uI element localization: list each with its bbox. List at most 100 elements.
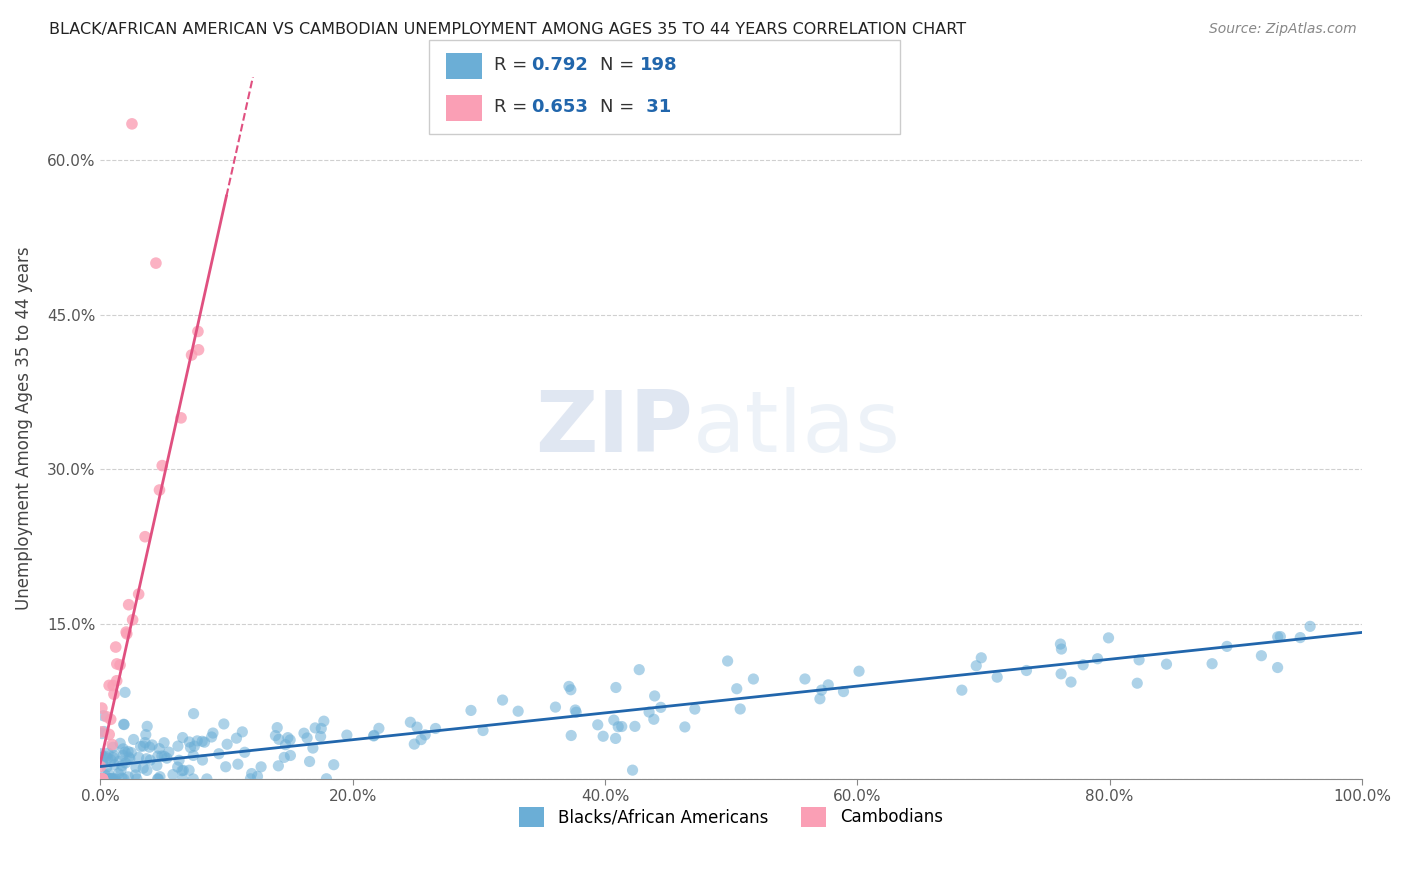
Point [187, 325, 209, 339]
Point [544, 700, 567, 714]
Point [1050, 642, 1073, 657]
Point [179, 740, 201, 755]
Point [172, 764, 194, 778]
Point [90, 726, 112, 740]
Point [91, 772, 114, 786]
Point [212, 717, 235, 731]
Point [114, 756, 136, 770]
Text: N =: N = [600, 98, 640, 116]
Point [309, 730, 332, 744]
Point [1299, 619, 1322, 633]
Point [97, 772, 120, 786]
Point [103, 757, 125, 772]
Point [742, 672, 765, 686]
Point [146, 749, 169, 764]
Point [141, 738, 163, 752]
Point [1267, 630, 1289, 644]
Point [191, 734, 214, 748]
Point [112, 742, 135, 756]
Text: 0.792: 0.792 [531, 56, 588, 74]
Point [91, 749, 114, 764]
Point [135, 728, 157, 742]
Text: R =: R = [494, 56, 533, 74]
Point [129, 739, 152, 754]
Text: BLACK/AFRICAN AMERICAN VS CAMBODIAN UNEMPLOYMENT AMONG AGES 35 TO 44 YEARS CORRE: BLACK/AFRICAN AMERICAN VS CAMBODIAN UNEM… [49, 22, 966, 37]
Point [508, 704, 530, 718]
Y-axis label: Unemployment Among Ages 35 to 44 years: Unemployment Among Ages 35 to 44 years [15, 246, 32, 610]
Point [96, 760, 118, 774]
Point [586, 718, 609, 732]
Point [148, 772, 170, 786]
Point [186, 734, 208, 748]
Point [111, 758, 134, 772]
Point [149, 770, 172, 784]
Point [128, 750, 150, 764]
Point [128, 587, 150, 601]
Point [146, 772, 169, 786]
Point [91, 708, 114, 723]
Point [101, 738, 124, 752]
Point [103, 687, 125, 701]
Point [117, 770, 139, 784]
Point [610, 719, 633, 733]
Point [195, 772, 218, 786]
Point [179, 735, 201, 749]
Point [112, 772, 135, 786]
Text: ZIP: ZIP [536, 386, 693, 470]
Point [167, 753, 190, 767]
Point [1267, 660, 1289, 674]
Point [100, 712, 122, 726]
Point [605, 731, 627, 746]
Point [100, 753, 122, 767]
Point [1060, 675, 1083, 690]
Point [107, 766, 129, 780]
Point [112, 748, 135, 763]
Point [304, 721, 326, 735]
Text: 31: 31 [640, 98, 671, 116]
Point [233, 745, 256, 759]
Point [225, 731, 247, 746]
Text: N =: N = [600, 56, 640, 74]
Point [96, 751, 118, 765]
Point [134, 736, 156, 750]
Point [1201, 657, 1223, 671]
Point [98, 772, 121, 786]
Point [118, 598, 141, 612]
Point [110, 736, 132, 750]
Point [138, 740, 160, 755]
Point [491, 693, 513, 707]
Point [267, 759, 290, 773]
Point [315, 772, 337, 786]
Point [118, 750, 141, 764]
Point [167, 739, 190, 753]
Point [295, 731, 318, 745]
Point [413, 728, 436, 742]
Text: 0.653: 0.653 [531, 98, 588, 116]
Point [97, 746, 120, 760]
Point [98, 727, 121, 741]
Point [93, 771, 115, 785]
Point [472, 723, 495, 738]
Point [101, 750, 124, 764]
Point [181, 748, 204, 763]
Point [264, 729, 287, 743]
Point [108, 754, 131, 768]
Point [246, 769, 269, 783]
Point [120, 746, 142, 760]
Point [136, 719, 159, 733]
Point [231, 724, 253, 739]
Point [638, 705, 661, 719]
Point [93, 772, 115, 786]
Point [336, 728, 359, 742]
Point [94, 768, 117, 782]
Point [93, 724, 115, 739]
Point [266, 721, 288, 735]
Point [98, 678, 121, 692]
Point [90, 772, 112, 786]
Point [411, 732, 433, 747]
Point [101, 740, 124, 755]
Point [644, 689, 666, 703]
Point [607, 720, 630, 734]
Point [94, 772, 117, 786]
Point [1270, 630, 1292, 644]
